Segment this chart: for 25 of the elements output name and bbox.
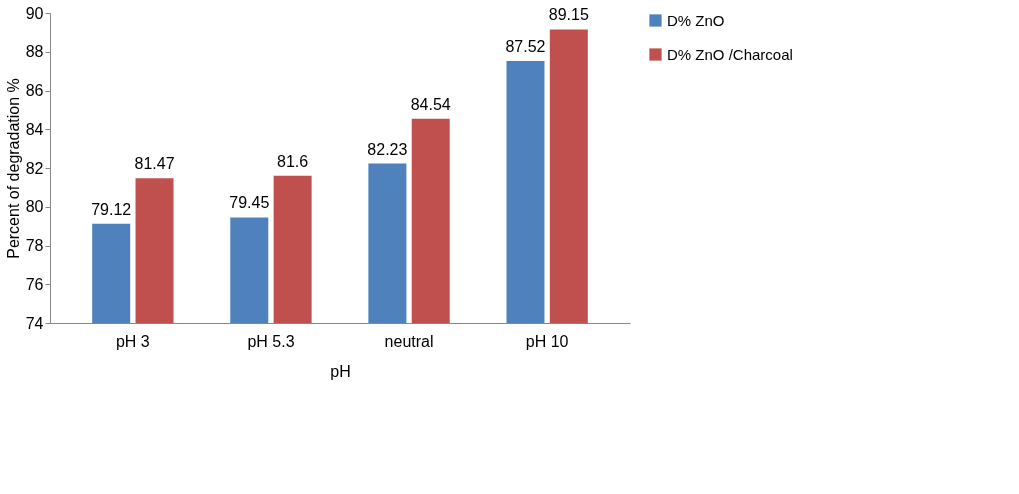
y-tick-label: 82: [25, 159, 44, 177]
data-label: 87.52: [505, 38, 546, 56]
data-label: 79.45: [229, 194, 270, 212]
y-tick-label: 74: [25, 314, 44, 332]
y-tick-label: 90: [25, 4, 44, 22]
legend-label: D% ZnO /Charcoal: [667, 45, 793, 63]
y-tick-label: 86: [25, 82, 44, 99]
legend-label: D% ZnO: [667, 11, 725, 29]
data-label: 81.47: [134, 155, 175, 173]
x-tick-label: pH 3: [115, 332, 150, 350]
x-tick-label: pH 5.3: [247, 332, 295, 350]
x-tick-label: neutral: [384, 332, 434, 350]
data-label: 84.54: [410, 95, 451, 113]
data-label: 81.6: [277, 152, 309, 170]
x-tick-label: pH 10: [525, 332, 569, 350]
data-label: 82.23: [367, 140, 408, 158]
y-axis-title: Percent of degradation %: [4, 78, 22, 259]
y-tick-label: 84: [25, 120, 44, 138]
y-tick-label: 80: [25, 198, 44, 216]
y-tick-label: 88: [25, 43, 44, 61]
x-axis-title: pH: [330, 362, 351, 380]
data-label: 79.12: [91, 200, 132, 218]
y-tick-label: 78: [25, 237, 44, 254]
data-label: 89.15: [548, 6, 589, 24]
y-tick-label: 76: [25, 275, 44, 293]
